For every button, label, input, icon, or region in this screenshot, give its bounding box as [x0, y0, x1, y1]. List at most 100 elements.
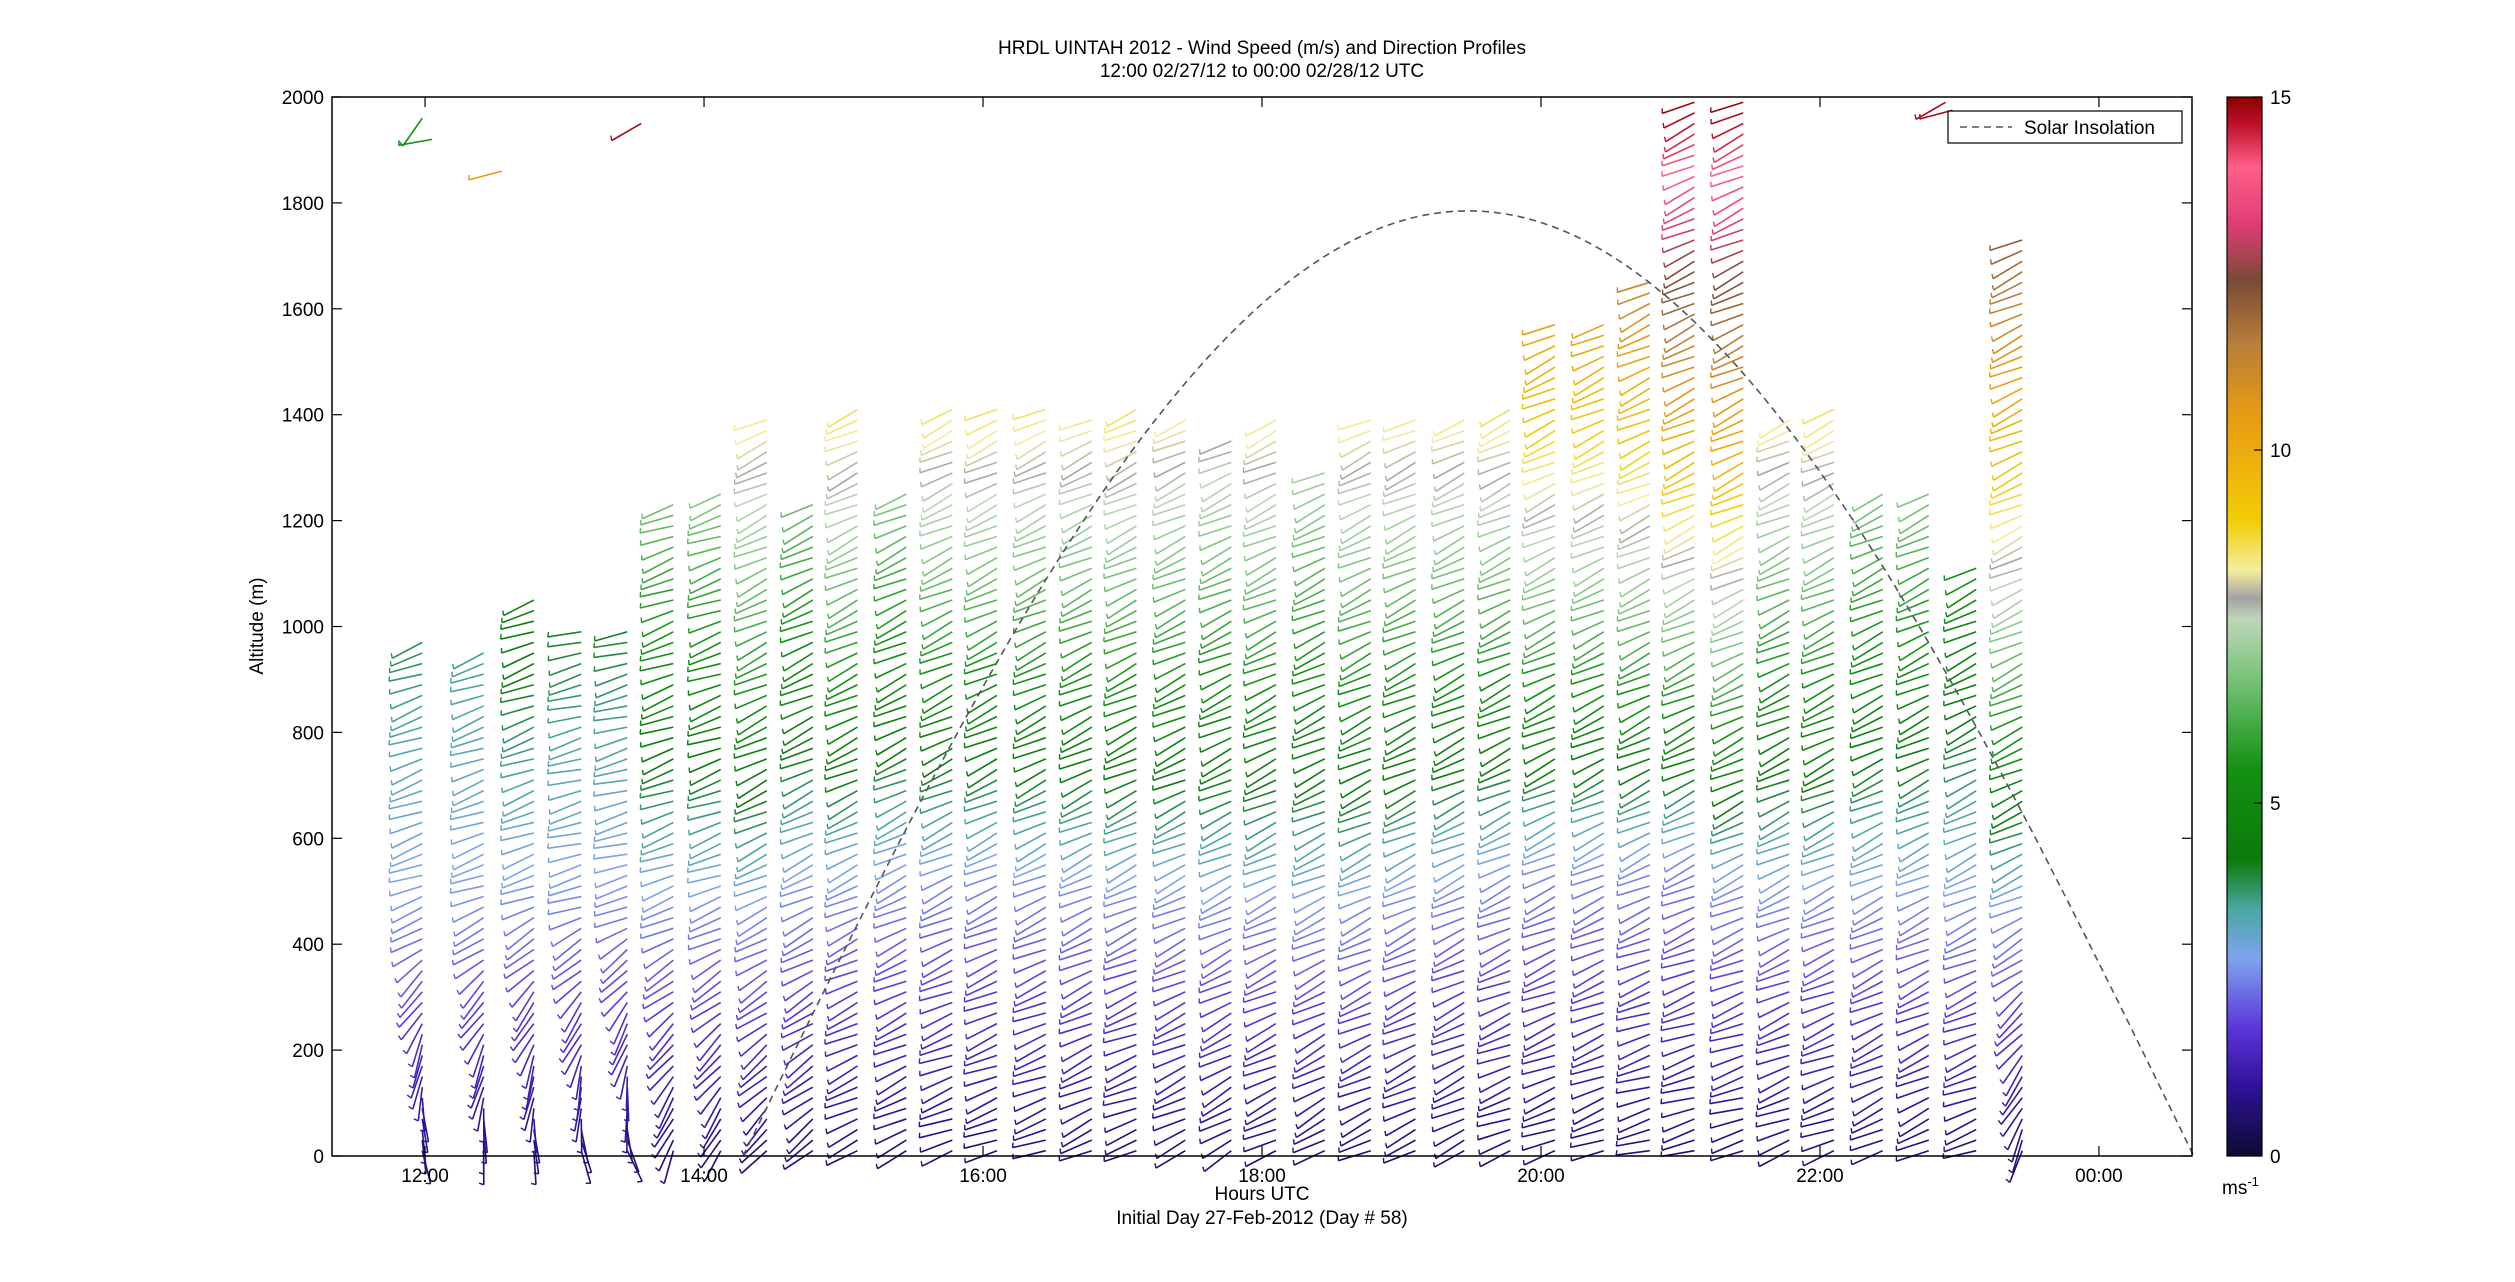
wind-barb: [1246, 758, 1277, 778]
wind-barb-feather: [921, 844, 924, 851]
wind-barb: [873, 514, 907, 527]
wind-barb: [1990, 821, 2023, 836]
wind-barb: [1246, 493, 1277, 513]
wind-barb: [1202, 556, 1232, 577]
wind-barb: [1571, 334, 1605, 347]
wind-barb: [1713, 747, 1744, 766]
wind-barb: [963, 1139, 998, 1150]
wind-barb-feather: [1433, 760, 1436, 766]
wind-barb: [549, 662, 582, 677]
wind-barb-feather: [1433, 751, 1437, 757]
wind-barb-feather: [1897, 601, 1900, 607]
wind-barb: [1663, 874, 1695, 891]
wind-barb-feather: [598, 997, 602, 1004]
wind-barb-feather: [499, 697, 502, 703]
wind-barb-feather: [734, 843, 738, 849]
wind-barb-feather: [1758, 899, 1762, 905]
wind-barb-feather: [1105, 622, 1108, 628]
wind-barb-feather: [547, 909, 550, 915]
wind-barb-feather: [1617, 376, 1620, 382]
wind-barb: [1573, 429, 1605, 449]
wind-barb: [780, 567, 814, 581]
wind-barb: [1947, 652, 1977, 672]
wind-barb: [1571, 398, 1605, 411]
wind-barb-feather: [457, 1033, 462, 1039]
wind-barb-feather: [736, 931, 740, 937]
wind-barb-feather: [735, 1014, 739, 1021]
wind-barb: [824, 768, 858, 781]
wind-barb: [1339, 1001, 1372, 1018]
wind-barb: [734, 948, 768, 963]
wind-barb: [1570, 1012, 1604, 1024]
wind-barb-feather: [735, 453, 739, 459]
wind-barb-feather: [1384, 941, 1388, 947]
wind-barb-feather: [966, 518, 969, 524]
wind-barb: [966, 885, 998, 902]
wind-barb-feather: [1476, 1121, 1479, 1127]
wind-barb: [921, 1012, 953, 1030]
wind-barb: [1852, 779, 1884, 798]
wind-barb-feather: [1014, 844, 1017, 850]
wind-barb: [783, 917, 814, 937]
wind-barb: [1756, 440, 1790, 453]
wind-barb-feather: [1154, 1163, 1157, 1169]
wind-barb: [783, 864, 814, 884]
wind-barb: [1013, 419, 1047, 432]
wind-barb-feather: [1245, 444, 1249, 450]
wind-barb: [547, 631, 582, 638]
wind-barb-feather: [451, 790, 455, 796]
wind-barb-feather: [1851, 1121, 1855, 1127]
wind-barb-feather: [390, 790, 393, 796]
wind-barb: [1992, 673, 2023, 693]
wind-barb-feather: [646, 1064, 651, 1070]
wind-barb: [1572, 323, 1605, 340]
wind-barb-feather: [1852, 581, 1855, 587]
wind-barb: [1849, 800, 1883, 812]
wind-barb: [1919, 109, 1953, 120]
wind-barb: [1853, 959, 1884, 979]
wind-barb: [1103, 705, 1137, 718]
wind-barb-feather: [478, 1171, 485, 1175]
wind-barb: [1760, 684, 1790, 704]
wind-barb-feather: [1245, 1047, 1248, 1053]
wind-barb: [1713, 726, 1744, 745]
wind-barb-feather: [546, 843, 550, 849]
wind-barb-feather: [388, 814, 391, 820]
wind-barb-feather: [1383, 886, 1387, 892]
wind-barb: [876, 938, 907, 958]
wind-barb-feather: [875, 1026, 879, 1032]
wind-barb-feather: [2003, 1145, 2009, 1151]
wind-barb-feather: [1802, 845, 1806, 851]
wind-barb-feather: [1758, 834, 1761, 840]
wind-barb-feather: [1709, 1098, 1712, 1104]
wind-barb: [689, 948, 722, 965]
wind-profile: [779, 503, 814, 1171]
wind-barb-feather: [1199, 643, 1203, 649]
wind-barb-feather: [1243, 820, 1246, 826]
wind-barb-feather: [1478, 608, 1480, 615]
wind-barb: [1898, 1054, 1930, 1073]
wind-barb: [877, 1075, 907, 1096]
wind-barb: [1153, 631, 1186, 645]
wind-barb: [1522, 525, 1556, 537]
wind-barb: [875, 662, 907, 679]
wind-barb: [450, 874, 484, 885]
wind-barb: [452, 789, 484, 807]
wind-barb: [1386, 525, 1416, 545]
wind-barb-feather: [1710, 830, 1713, 837]
wind-barb: [923, 694, 953, 715]
wind-barb: [1661, 154, 1695, 167]
wind-barb-feather: [1293, 865, 1296, 871]
wind-barb: [920, 906, 953, 922]
wind-barb: [1015, 525, 1047, 543]
wind-barb: [602, 948, 628, 974]
wind-barb: [1293, 821, 1326, 837]
wind-barb: [1710, 165, 1744, 178]
wind-barb: [506, 970, 535, 993]
wind-barb: [781, 1022, 814, 1039]
wind-barb-feather: [1618, 918, 1621, 924]
wind-barb: [1898, 567, 1930, 586]
wind-barb-feather: [1944, 652, 1947, 658]
wind-barb: [1620, 313, 1651, 334]
